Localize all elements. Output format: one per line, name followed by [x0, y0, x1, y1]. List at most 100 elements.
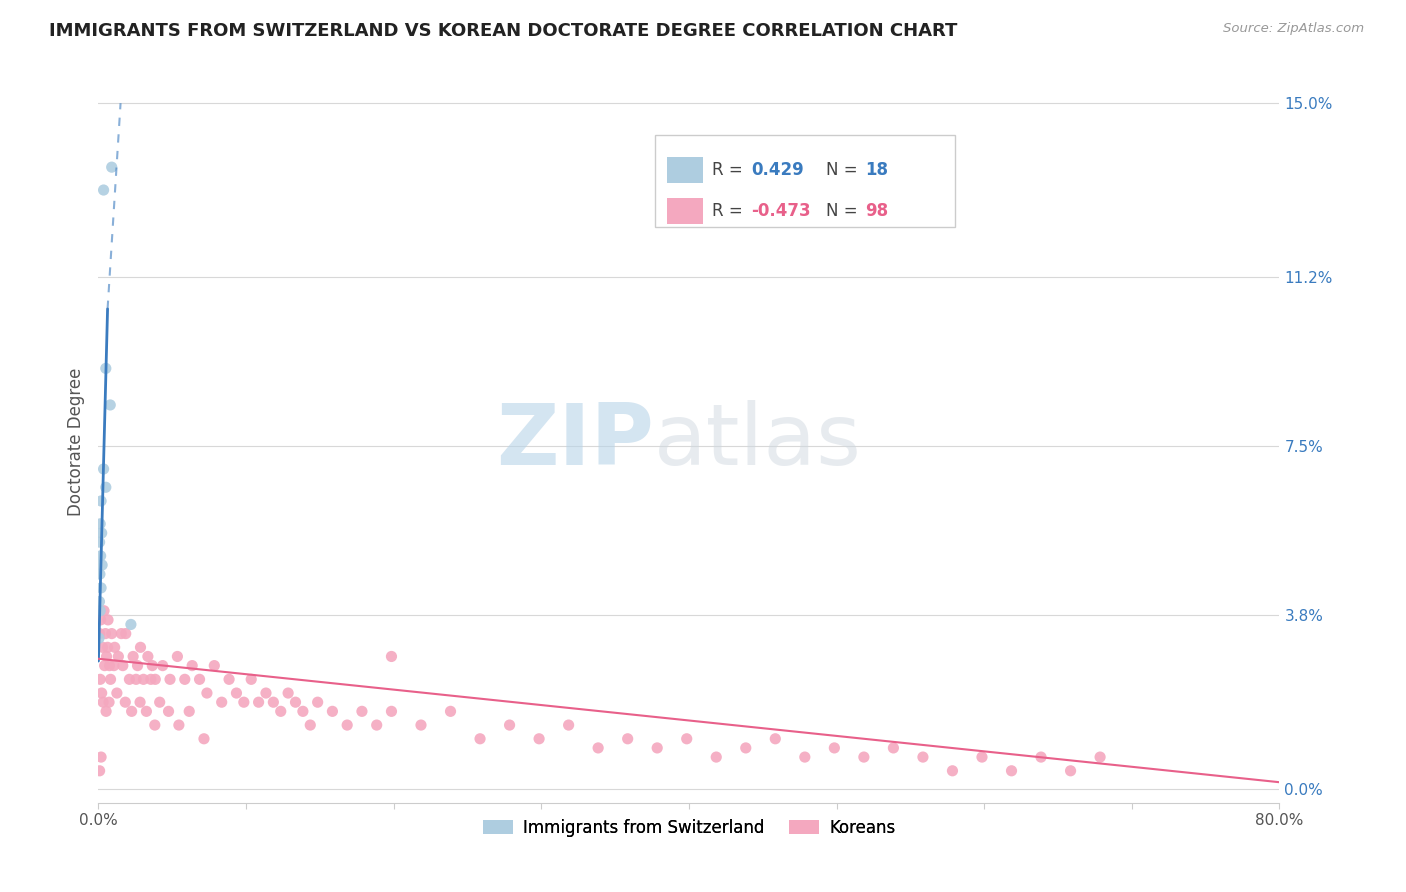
Point — [114, 695, 136, 709]
Point — [90, 750, 112, 764]
Point — [675, 731, 697, 746]
Point — [143, 718, 166, 732]
Point — [97, 640, 120, 655]
Point — [911, 750, 934, 764]
Point — [350, 704, 373, 718]
Point — [1029, 750, 1052, 764]
Point — [159, 673, 181, 687]
Point — [111, 658, 134, 673]
Point — [270, 704, 292, 718]
Point — [166, 649, 188, 664]
Point — [181, 658, 204, 673]
Text: R =: R = — [711, 202, 748, 219]
Point — [90, 686, 112, 700]
Point — [105, 686, 128, 700]
Point — [307, 695, 329, 709]
Point — [188, 673, 211, 687]
Point — [616, 731, 638, 746]
Point — [89, 535, 111, 549]
Point — [132, 673, 155, 687]
Point — [195, 686, 218, 700]
Point — [89, 567, 111, 582]
Point — [90, 494, 112, 508]
Point — [94, 626, 117, 640]
Point — [120, 617, 142, 632]
Point — [284, 695, 307, 709]
Point — [240, 673, 263, 687]
Point — [90, 581, 112, 595]
Point — [93, 604, 115, 618]
Text: N =: N = — [825, 161, 863, 178]
Point — [970, 750, 993, 764]
Point — [262, 695, 284, 709]
Point — [173, 673, 195, 687]
Point — [277, 686, 299, 700]
Point — [704, 750, 727, 764]
Point — [167, 718, 190, 732]
Point — [114, 626, 136, 640]
Point — [100, 160, 122, 174]
Point — [527, 731, 550, 746]
Legend: Immigrants from Switzerland, Koreans: Immigrants from Switzerland, Koreans — [474, 810, 904, 845]
Point — [98, 658, 121, 673]
Point — [103, 658, 125, 673]
Point — [91, 695, 114, 709]
Point — [100, 673, 122, 687]
Point — [93, 462, 115, 476]
Point — [129, 640, 152, 655]
Point — [90, 549, 112, 563]
Point — [232, 695, 254, 709]
Point — [139, 673, 162, 687]
Point — [141, 658, 163, 673]
Point — [321, 704, 343, 718]
Point — [135, 704, 157, 718]
Point — [882, 740, 904, 755]
Point — [93, 658, 115, 673]
Point — [202, 658, 225, 673]
Point — [439, 704, 461, 718]
Point — [118, 673, 141, 687]
Point — [127, 658, 149, 673]
Point — [409, 718, 432, 732]
Point — [100, 626, 122, 640]
Point — [91, 640, 114, 655]
Point — [380, 704, 402, 718]
Point — [110, 626, 132, 640]
Point — [1059, 764, 1081, 778]
Point — [136, 649, 159, 664]
Point — [89, 604, 111, 618]
Point — [218, 673, 240, 687]
Point — [852, 750, 875, 764]
Text: ZIP: ZIP — [496, 400, 654, 483]
Point — [247, 695, 270, 709]
Point — [291, 704, 314, 718]
Text: Source: ZipAtlas.com: Source: ZipAtlas.com — [1223, 22, 1364, 36]
Text: atlas: atlas — [654, 400, 862, 483]
Point — [98, 695, 121, 709]
Point — [143, 673, 166, 687]
Point — [90, 526, 112, 541]
Point — [1000, 764, 1022, 778]
Point — [366, 718, 388, 732]
Text: IMMIGRANTS FROM SWITZERLAND VS KOREAN DOCTORATE DEGREE CORRELATION CHART: IMMIGRANTS FROM SWITZERLAND VS KOREAN DO… — [49, 22, 957, 40]
Point — [793, 750, 815, 764]
Point — [91, 558, 114, 572]
Point — [94, 480, 117, 494]
Text: -0.473: -0.473 — [751, 202, 811, 219]
Text: N =: N = — [825, 202, 863, 219]
Point — [94, 704, 117, 718]
Point — [104, 640, 127, 655]
Point — [157, 704, 180, 718]
Point — [125, 673, 148, 687]
Point — [941, 764, 963, 778]
Point — [225, 686, 247, 700]
Point — [468, 731, 491, 746]
Point — [299, 718, 322, 732]
Point — [90, 613, 112, 627]
Text: 98: 98 — [865, 202, 889, 219]
Point — [179, 704, 201, 718]
Point — [89, 516, 111, 531]
Point — [254, 686, 277, 700]
Point — [586, 740, 609, 755]
Point — [121, 704, 143, 718]
